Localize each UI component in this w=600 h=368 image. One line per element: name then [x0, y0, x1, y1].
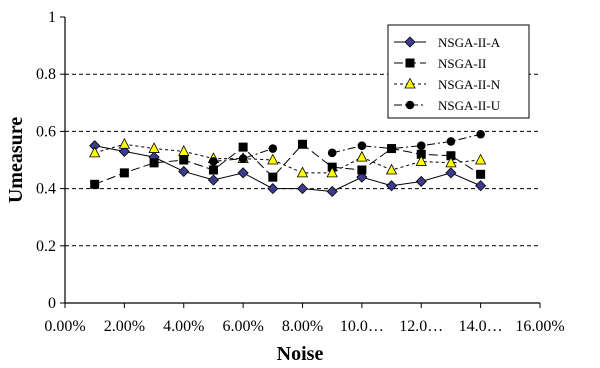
y-tick-label: 0.6 — [36, 123, 56, 140]
data-point-triangle — [267, 153, 279, 165]
x-tick-label: 16.00% — [515, 318, 564, 335]
series-line — [213, 133, 481, 162]
legend-item: NSGA-II-N — [394, 77, 501, 92]
data-point-diamond — [326, 185, 338, 198]
x-tick-label: 8.00% — [282, 318, 323, 335]
series-line — [94, 143, 481, 185]
data-point-square — [476, 169, 486, 179]
data-point-diamond — [445, 167, 457, 179]
legend-item: NSGA-II-U — [394, 98, 501, 113]
data-point-square — [238, 142, 248, 152]
data-point-square — [298, 139, 307, 149]
x-axis-title: Noise — [277, 343, 324, 365]
data-point-diamond — [415, 175, 427, 188]
series-layer — [89, 129, 487, 198]
x-tick-label: 6.00% — [222, 318, 263, 335]
legend-label: NSGA-II-N — [438, 77, 501, 92]
data-point-diamond — [385, 180, 398, 192]
data-point-square — [90, 179, 100, 189]
x-tick-label: 12.0… — [399, 318, 443, 335]
legend-item: NSGA-II-A — [394, 35, 501, 50]
data-point-diamond — [475, 180, 487, 192]
series-nsga-ii-n — [89, 137, 487, 178]
x-tick-label: 0.00% — [44, 318, 85, 335]
data-point-circle — [405, 100, 415, 110]
data-point-triangle — [404, 77, 416, 89]
x-tick-label: 2.00% — [104, 318, 145, 335]
data-point-triangle — [356, 150, 368, 162]
data-point-square — [208, 165, 218, 175]
data-point-diamond — [118, 145, 130, 157]
data-point-square — [119, 168, 129, 178]
data-point-circle — [446, 137, 456, 146]
data-point-square — [357, 165, 367, 175]
y-tick-label: 1 — [48, 9, 56, 26]
data-point-diamond — [207, 174, 220, 186]
y-tick-label: 0 — [48, 295, 56, 312]
data-point-triangle — [89, 146, 101, 158]
data-point-diamond — [356, 171, 368, 183]
legend-label: NSGA-II-U — [438, 98, 501, 113]
data-point-diamond — [178, 165, 190, 178]
data-point-circle — [209, 157, 218, 166]
x-tick-label: 10.0… — [340, 318, 384, 335]
data-point-diamond — [267, 183, 279, 195]
data-point-diamond — [237, 167, 249, 179]
legend-label: NSGA-II-A — [438, 35, 501, 50]
data-point-circle — [268, 144, 278, 153]
data-point-square — [268, 172, 278, 182]
y-tick-label: 0.8 — [36, 66, 56, 83]
series-nsga-ii-u — [209, 129, 485, 166]
data-point-triangle — [296, 166, 309, 178]
data-point-square — [179, 155, 189, 165]
legend-label: NSGA-II — [438, 56, 486, 71]
series-nsga-ii — [90, 139, 486, 189]
legend: NSGA-II-A NSGA-II NSGA-II-N NSGA-II-U — [387, 24, 530, 119]
data-point-triangle — [326, 166, 338, 178]
y-axis-title: Umeasure — [5, 117, 27, 203]
data-point-triangle — [148, 142, 160, 153]
data-point-triangle — [178, 145, 190, 156]
data-point-diamond — [296, 183, 309, 195]
data-point-square — [446, 151, 456, 161]
y-tick-labels: 0 0.2 0.4 0.6 0.8 1 — [36, 9, 65, 312]
x-tick-labels: 0.00% 2.00% 4.00% 6.00% 8.00% 10.0… 12.0… 14.0…… — [44, 303, 565, 335]
data-point-triangle — [118, 137, 131, 149]
data-point-triangle — [385, 163, 398, 175]
y-tick-label: 0.2 — [36, 238, 56, 255]
series-nsga-ii-a — [89, 140, 487, 198]
legend-item: NSGA-II — [394, 56, 486, 71]
data-point-circle — [387, 144, 396, 153]
y-tick-label: 0.4 — [36, 181, 56, 198]
data-point-circle — [238, 154, 248, 163]
data-point-circle — [357, 141, 367, 150]
data-point-triangle — [474, 153, 487, 165]
data-point-circle — [327, 148, 337, 158]
data-point-square — [149, 158, 159, 168]
data-point-circle — [416, 141, 426, 150]
x-tick-label: 4.00% — [163, 318, 204, 335]
data-point-diamond — [404, 36, 416, 48]
data-point-triangle — [415, 155, 427, 166]
series-line — [94, 145, 481, 192]
data-point-square — [416, 149, 426, 159]
data-point-square — [405, 58, 415, 68]
data-point-triangle — [445, 156, 457, 168]
data-point-circle — [476, 129, 485, 139]
x-tick-label: 14.0… — [459, 318, 503, 335]
